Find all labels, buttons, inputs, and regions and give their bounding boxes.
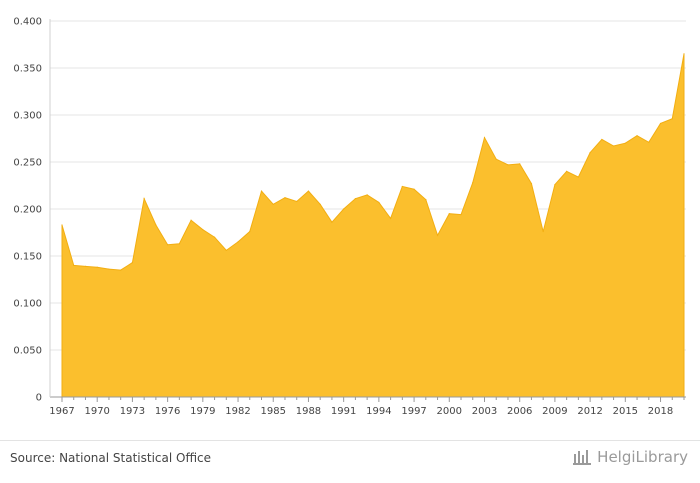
data-point-1987 bbox=[296, 200, 298, 203]
x-tick-label-2012: 2012 bbox=[577, 406, 602, 417]
data-point-1971 bbox=[108, 268, 110, 270]
x-tick-label-1997: 1997 bbox=[401, 406, 426, 417]
x-tick-label-2000: 2000 bbox=[437, 406, 462, 417]
y-tick-label-6: 0.300 bbox=[13, 111, 42, 122]
data-point-2020 bbox=[683, 53, 685, 55]
data-point-1989 bbox=[319, 203, 321, 205]
data-point-2000 bbox=[448, 213, 450, 215]
data-point-1999 bbox=[436, 234, 439, 236]
data-point-2002 bbox=[472, 182, 474, 184]
data-point-2012 bbox=[589, 152, 591, 154]
y-tick-label-0: 0 bbox=[36, 393, 42, 404]
y-tick-labels: 0 0.050 0.100 0.150 0.200 0.250 0.300 0.350 0.40… bbox=[13, 17, 42, 404]
x-tick-label-1982: 1982 bbox=[225, 406, 250, 417]
data-point-1985 bbox=[272, 203, 274, 205]
data-point-2005 bbox=[507, 164, 509, 166]
series-area bbox=[61, 53, 685, 398]
x-tick-label-1994: 1994 bbox=[366, 406, 391, 417]
brand-name: HelgiLibrary bbox=[597, 448, 688, 466]
data-point-1978 bbox=[190, 219, 192, 221]
data-point-2003 bbox=[483, 136, 486, 139]
y-tick-label-4: 0.200 bbox=[13, 205, 42, 216]
x-tick-label-2006: 2006 bbox=[507, 406, 532, 417]
x-tick-label-2009: 2009 bbox=[542, 406, 567, 417]
data-point-1997 bbox=[413, 188, 415, 190]
data-point-1973 bbox=[131, 261, 134, 264]
y-tick-label-2: 0.100 bbox=[13, 299, 42, 310]
data-point-2014 bbox=[612, 145, 615, 147]
x-tick-label-1976: 1976 bbox=[155, 406, 180, 417]
x-tick-label-2003: 2003 bbox=[472, 406, 497, 417]
y-tick-label-5: 0.250 bbox=[13, 158, 42, 169]
y-tick-label-3: 0.150 bbox=[13, 252, 42, 263]
x-tick-label-1988: 1988 bbox=[296, 406, 321, 417]
data-point-2007 bbox=[530, 183, 533, 185]
footer-divider bbox=[0, 440, 700, 441]
brand-logo[interactable]: HelgiLibrary bbox=[573, 448, 688, 466]
data-point-2008 bbox=[542, 230, 544, 233]
data-point-1969 bbox=[84, 265, 87, 267]
data-point-2019 bbox=[671, 118, 673, 120]
source-note: Source: National Statistical Office bbox=[10, 451, 212, 465]
data-point-2006 bbox=[519, 163, 521, 165]
data-point-1980 bbox=[213, 236, 216, 238]
data-point-1984 bbox=[260, 190, 263, 192]
data-point-1995 bbox=[390, 217, 392, 219]
data-point-1967 bbox=[61, 224, 63, 226]
x-tick-label-2018: 2018 bbox=[648, 406, 673, 417]
data-point-1970 bbox=[96, 266, 98, 268]
x-tick-labels: 1967 1970 1973 1976 1979 1982 1985 1988 1991 1994… bbox=[49, 406, 673, 417]
data-point-2017 bbox=[648, 141, 650, 143]
x-tick-label-2015: 2015 bbox=[613, 406, 638, 417]
helgilibrary-logo-icon bbox=[573, 450, 592, 465]
data-point-1974 bbox=[143, 198, 145, 200]
data-point-1988 bbox=[307, 190, 310, 192]
data-point-1994 bbox=[378, 201, 380, 204]
x-tick-label-1991: 1991 bbox=[331, 406, 356, 417]
data-point-1972 bbox=[120, 269, 122, 271]
data-point-1968 bbox=[73, 264, 75, 266]
y-tick-label-1: 0.050 bbox=[13, 346, 42, 357]
axes bbox=[49, 19, 686, 402]
data-point-1996 bbox=[401, 185, 403, 188]
data-point-2001 bbox=[460, 214, 462, 216]
area-chart: 0 0.050 0.100 0.150 0.200 0.250 0.300 0.350 0.40… bbox=[13, 17, 686, 417]
data-point-2004 bbox=[495, 158, 497, 160]
data-point-2013 bbox=[601, 138, 603, 141]
data-point-1998 bbox=[425, 199, 427, 201]
data-point-1977 bbox=[178, 243, 180, 245]
x-tick-label-1979: 1979 bbox=[190, 406, 215, 417]
data-point-1983 bbox=[249, 230, 251, 233]
data-point-1975 bbox=[155, 224, 157, 226]
data-point-2011 bbox=[577, 176, 579, 178]
data-point-1982 bbox=[237, 241, 239, 243]
data-point-2015 bbox=[624, 142, 626, 144]
data-point-2018 bbox=[659, 122, 662, 125]
data-point-1993 bbox=[366, 194, 368, 196]
data-point-1979 bbox=[202, 229, 204, 231]
x-tick-label-1967: 1967 bbox=[49, 406, 74, 417]
data-point-1991 bbox=[343, 208, 345, 210]
data-point-1976 bbox=[167, 244, 169, 246]
y-tick-label-7: 0.350 bbox=[13, 64, 42, 75]
x-tick-label-1985: 1985 bbox=[261, 406, 286, 417]
data-point-1986 bbox=[284, 197, 286, 199]
data-point-2009 bbox=[554, 183, 556, 186]
chart-svg: 0 0.050 0.100 0.150 0.200 0.250 0.300 0.350 0.40… bbox=[13, 17, 686, 417]
area-series bbox=[61, 53, 685, 398]
x-tick-label-1970: 1970 bbox=[84, 406, 109, 417]
x-tick-label-1973: 1973 bbox=[120, 406, 145, 417]
y-tick-label-8: 0.400 bbox=[13, 17, 42, 28]
data-point-1992 bbox=[354, 198, 356, 200]
data-point-1990 bbox=[331, 221, 333, 223]
data-point-2010 bbox=[566, 170, 568, 172]
data-point-1981 bbox=[225, 249, 227, 251]
data-point-2016 bbox=[636, 135, 638, 137]
